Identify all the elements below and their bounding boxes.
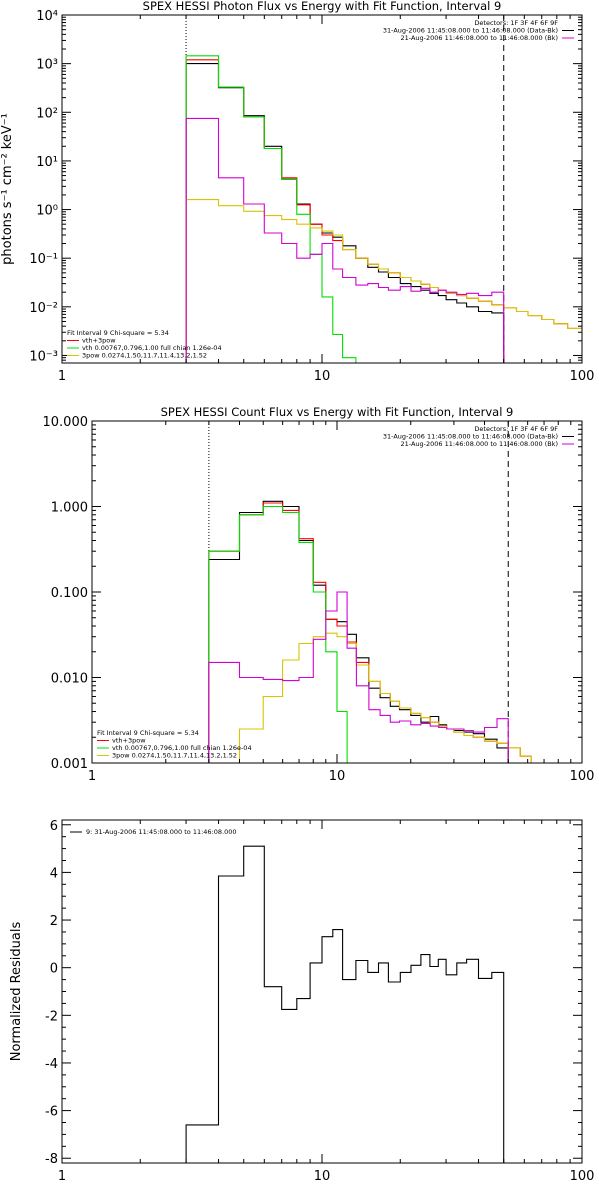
photon-ytick-label: 10⁻³ bbox=[29, 349, 58, 364]
count-series-red bbox=[208, 502, 544, 763]
count-ytick-label: 0.100 bbox=[51, 586, 88, 601]
residuals-ytick-label: -4 bbox=[45, 1057, 58, 1072]
photon-series-yellow bbox=[185, 199, 582, 363]
photon-ylabel: photons s⁻¹ cm⁻² keV⁻¹ bbox=[0, 113, 15, 265]
residuals-ytick-label: -8 bbox=[45, 1152, 58, 1167]
photon-ytick-label: 10¹ bbox=[36, 155, 58, 170]
photon-bottom-legend-text: 3pow 0.0274,1.50,11.7,11.4,13.2,1.52 bbox=[82, 352, 207, 360]
photon-xtick-label: 10 bbox=[314, 369, 331, 384]
residuals-series-group bbox=[185, 845, 505, 1163]
photon-ytick-label: 10⁴ bbox=[36, 9, 58, 24]
photon-xtick-label: 1 bbox=[58, 369, 66, 384]
residuals-ytick-label: 6 bbox=[50, 819, 58, 834]
count-top-legend-text: 31-Aug-2006 11:45:08.000 to 11:46:08.000… bbox=[383, 433, 558, 441]
residuals-ytick-label: 0 bbox=[50, 962, 58, 977]
count-ytick-label: 10.000 bbox=[43, 415, 89, 430]
count-ytick-label: 1.000 bbox=[51, 501, 88, 516]
count-bottom-legend-text: vth+3pow bbox=[112, 737, 146, 745]
photon-series-green bbox=[185, 55, 357, 363]
photon-series-black bbox=[185, 63, 505, 363]
photon-top-legend-text: 31-Aug-2006 11:45:08.000 to 11:46:08.000… bbox=[383, 27, 558, 35]
photon-panel: SPEX HESSI Photon Flux vs Energy with Fi… bbox=[0, 0, 594, 384]
count-series-magenta bbox=[208, 591, 509, 763]
count-bottom-legend-text: 3pow 0.0274,1.50,11.7,11.4,13.2,1.52 bbox=[112, 752, 237, 760]
count-xtick-label: 100 bbox=[570, 769, 595, 784]
residuals-ytick-label: 2 bbox=[50, 914, 58, 929]
residuals-panel: 1 10 100 -8 -6 -4 -2 0 2 4 6 Normalized Residuals 9:… bbox=[9, 819, 594, 1184]
count-title: SPEX HESSI Count Flux vs Energy with Fit… bbox=[161, 405, 514, 419]
count-series-yellow bbox=[208, 632, 544, 763]
count-top-legend-text: Detectors: 1F 3F 4F 6F 9F bbox=[474, 425, 558, 433]
residuals-series-black bbox=[185, 845, 505, 1163]
count-series-green bbox=[208, 505, 357, 763]
residuals-ytick-label: -2 bbox=[45, 1009, 58, 1024]
count-xtick-label: 1 bbox=[88, 769, 96, 784]
residuals-xtick-label: 100 bbox=[570, 1169, 595, 1184]
residuals-ytick-label: -6 bbox=[45, 1105, 58, 1120]
residuals-xtick-label: 1 bbox=[58, 1169, 66, 1184]
photon-top-legend-text: Detectors: 1F 3F 4F 6F 9F bbox=[474, 19, 558, 27]
photon-xtick-label: 100 bbox=[570, 369, 595, 384]
residuals-ylabel: Normalized Residuals bbox=[9, 922, 24, 1062]
photon-top-legend-text: 21-Aug-2006 11:46:08.000 to 11:46:08.000… bbox=[401, 34, 558, 42]
count-bottom-legend-text: Fit Interval 9 Chi-square = 5.34 bbox=[97, 729, 199, 737]
residuals-xtick-label: 10 bbox=[314, 1169, 331, 1184]
residuals-top-legend-text: 9: 31-Aug-2006 11:45:08.000 to 11:46:08.… bbox=[86, 828, 237, 836]
count-ytick-label: 0.010 bbox=[51, 672, 88, 687]
residuals-ytick-label: 4 bbox=[50, 866, 58, 881]
photon-series-group bbox=[185, 55, 582, 363]
photon-bottom-legend-text: vth+3pow bbox=[82, 337, 116, 345]
photon-title: SPEX HESSI Photon Flux vs Energy with Fi… bbox=[143, 0, 502, 13]
count-bottom-legend-text: vth 0.00767,0.796,1.00 full chian 1.26e-… bbox=[112, 744, 252, 752]
count-xtick-label: 10 bbox=[329, 769, 346, 784]
count-top-legend-text: 21-Aug-2006 11:46:08.000 to 11:46:08.000… bbox=[401, 440, 558, 448]
count-series-group bbox=[208, 500, 544, 763]
photon-bottom-legend-text: vth 0.00767,0.796,1.00 full chian 1.26e-… bbox=[82, 344, 222, 352]
count-panel: SPEX HESSI Count Flux vs Energy with Fit… bbox=[43, 405, 595, 784]
photon-ytick-label: 10² bbox=[36, 106, 58, 121]
count-ytick-label: 0.001 bbox=[51, 757, 88, 772]
photon-ytick-label: 10⁻¹ bbox=[29, 252, 58, 267]
count-series-black bbox=[208, 500, 509, 763]
photon-ytick-label: 10⁰ bbox=[36, 204, 58, 219]
photon-ytick-label: 10³ bbox=[36, 58, 58, 73]
photon-bottom-legend-text: Fit Interval 9 Chi-square = 5.34 bbox=[67, 329, 169, 337]
photon-series-magenta bbox=[185, 117, 505, 363]
photon-ytick-label: 10⁻² bbox=[29, 301, 58, 316]
